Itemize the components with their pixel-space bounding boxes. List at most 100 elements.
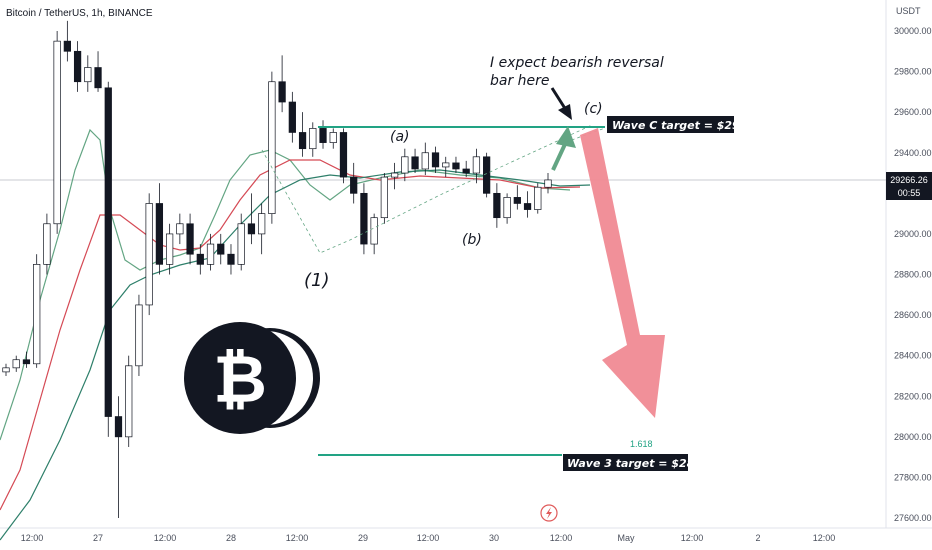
candle-up — [206, 243, 215, 265]
y-tick-label: 27600.00 — [894, 513, 932, 523]
lightning-icon[interactable] — [540, 504, 558, 522]
y-tick-label: 28800.00 — [894, 270, 932, 280]
wave-label-c: (c) — [584, 101, 603, 117]
y-tick-label: 28600.00 — [894, 310, 932, 320]
candle-down — [227, 253, 235, 265]
candle-up — [380, 176, 388, 219]
bitcoin-logo-icon: ₿ — [184, 322, 320, 434]
y-tick-label: 27800.00 — [894, 472, 932, 482]
x-tick-label: 12:00 — [286, 533, 309, 543]
wave-3-target-box — [563, 454, 688, 471]
analyst-comment: I expect bearish reversal bar here — [490, 55, 664, 89]
x-axis: 12:00 27 12:00 28 12:00 29 12:00 30 12:00 May 12:0… — [21, 533, 836, 543]
x-tick-label: 28 — [226, 533, 236, 543]
x-tick-label: 27 — [93, 533, 103, 543]
candle-down — [104, 87, 112, 417]
x-tick-label: 2 — [755, 533, 760, 543]
candle-down — [431, 152, 440, 168]
red-down-arrow — [580, 128, 665, 418]
chart-title: Bitcoin / TetherUS, 1h, BINANCE — [6, 8, 153, 19]
candle-up — [145, 203, 153, 306]
x-tick-label: 12:00 — [813, 533, 836, 543]
x-tick-label: 12:00 — [21, 533, 44, 543]
wave-dashed-path — [261, 124, 593, 254]
x-tick-label: May — [617, 533, 635, 543]
candle-down — [155, 203, 164, 265]
candle-down — [513, 197, 521, 204]
candle-up — [442, 162, 450, 168]
x-tick-label: 30 — [489, 533, 499, 543]
candle-down — [22, 359, 31, 365]
y-tick-label: 29400.00 — [894, 148, 932, 158]
candle-up — [329, 132, 337, 143]
candle-down — [186, 223, 194, 255]
candle-up — [166, 233, 174, 265]
candle-down — [247, 223, 256, 235]
ema-green-slow — [0, 169, 591, 541]
candle-up — [53, 40, 61, 225]
price-tag-countdown: 00:55 — [898, 188, 921, 198]
candle-down — [462, 168, 470, 174]
candle-up — [544, 179, 552, 188]
x-tick-label: 12:00 — [550, 533, 573, 543]
y-tick-label: 30000.00 — [894, 26, 932, 36]
candle-down — [350, 176, 358, 194]
y-tick-label: 29000.00 — [894, 229, 932, 239]
candle-up — [401, 156, 409, 174]
candle-down — [278, 81, 286, 103]
candle-down — [217, 243, 225, 255]
y-tick-label: 28000.00 — [894, 432, 932, 442]
price-tag-value: 29266.26 — [890, 175, 928, 185]
candle-down — [360, 192, 368, 245]
green-up-arrow-head — [556, 126, 576, 148]
comment-arrow-head — [558, 104, 572, 120]
wave-c-target-label: Wave C target = $29500 — [612, 119, 763, 132]
candle-up — [390, 172, 399, 178]
candle-down — [523, 203, 532, 210]
candle-up — [2, 367, 10, 373]
x-tick-label: 12:00 — [154, 533, 177, 543]
svg-text:₿: ₿ — [213, 341, 267, 418]
green-up-arrow-shaft — [551, 141, 568, 171]
candle-up — [125, 365, 133, 438]
candle-down — [452, 162, 460, 170]
wave-label-1: (1) — [304, 270, 330, 291]
candle-up — [84, 67, 92, 83]
candle-down — [73, 50, 82, 83]
candle-down — [493, 192, 501, 219]
y-tick-label: 28200.00 — [894, 391, 932, 401]
x-tick-label: 12:00 — [681, 533, 704, 543]
wave-label-a: (a) — [390, 129, 410, 145]
wave-c-target-box — [607, 116, 734, 133]
y-tick-label: 29600.00 — [894, 107, 932, 117]
candle-down — [94, 67, 102, 89]
candle-up — [268, 81, 276, 214]
candle-down — [319, 128, 327, 143]
candle-down — [114, 416, 123, 438]
candle-down — [196, 253, 204, 265]
fib-label: 1.618 — [630, 439, 653, 449]
candle-down — [483, 156, 491, 194]
candle-up — [472, 156, 481, 174]
y-tick-label: 28400.00 — [894, 351, 932, 361]
candle-down — [339, 132, 348, 178]
candle-up — [43, 223, 51, 265]
x-tick-label: 29 — [358, 533, 368, 543]
candle-up — [309, 128, 317, 150]
y-tick-label: 29800.00 — [894, 67, 932, 77]
candle-up — [176, 223, 184, 235]
candle-up — [421, 152, 429, 170]
currency-label: USDT — [896, 6, 921, 16]
candle-up — [503, 197, 511, 219]
candle-up — [135, 304, 143, 367]
candle-down — [63, 40, 71, 52]
wave-label-b: (b) — [462, 232, 482, 248]
candle-down — [411, 156, 419, 170]
ema-red — [0, 159, 581, 511]
candlesticks — [2, 20, 552, 518]
candle-down — [288, 101, 296, 133]
price-tag — [886, 172, 932, 200]
candle-up — [370, 217, 378, 245]
candle-up — [237, 223, 245, 265]
